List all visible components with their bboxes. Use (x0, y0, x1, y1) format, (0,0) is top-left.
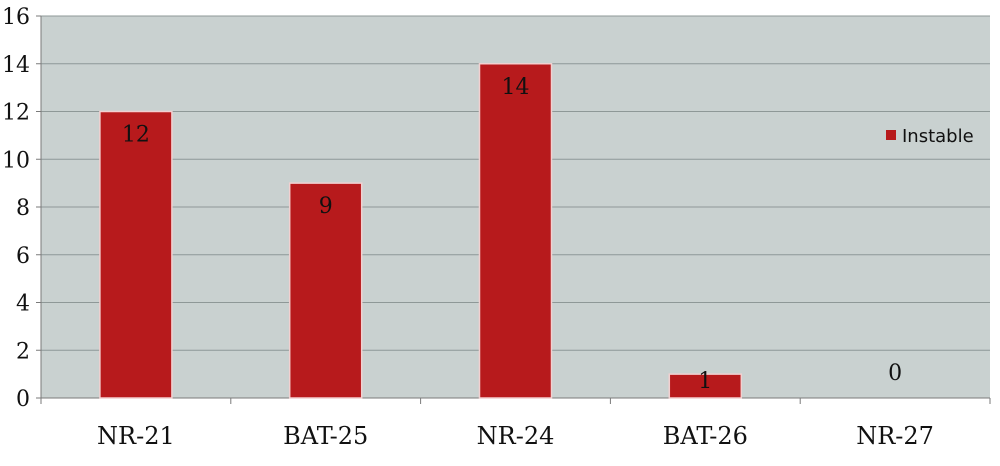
data-label-nr-24: 14 (502, 75, 530, 100)
data-label-bat-26: 1 (698, 369, 712, 394)
data-label-nr-21: 12 (122, 123, 150, 148)
y-tick-labels: 0 2 4 6 8 10 12 14 16 (2, 5, 30, 412)
x-category-label: NR-27 (856, 422, 934, 450)
bars (99, 63, 743, 399)
bar-bat-26 (668, 373, 743, 399)
bar-bat-25 (288, 182, 363, 399)
x-category-label: NR-24 (477, 422, 555, 450)
y-tick-label: 2 (16, 339, 30, 364)
x-category-label: BAT-25 (283, 422, 368, 450)
y-tick-label: 16 (2, 5, 30, 30)
legend: Instable (886, 126, 974, 147)
bar-nr-24 (478, 63, 553, 399)
x-category-label: NR-21 (97, 422, 175, 450)
x-category-label: BAT-26 (663, 422, 748, 450)
y-tick-label: 14 (2, 53, 30, 78)
y-tick-label: 0 (16, 387, 30, 412)
x-category-labels: NR-21 BAT-25 NR-24 BAT-26 NR-27 (97, 422, 934, 450)
data-labels: 12 9 14 1 0 (122, 75, 902, 394)
y-tick-label: 8 (16, 196, 30, 221)
y-tick-label: 10 (2, 148, 30, 173)
legend-swatch-instable (886, 130, 896, 140)
bar-nr-21 (99, 110, 173, 399)
y-tick-label: 12 (2, 101, 30, 126)
y-tick-label: 4 (16, 292, 30, 317)
data-label-nr-27: 0 (888, 361, 902, 386)
data-label-bat-25: 9 (319, 194, 333, 219)
legend-label-instable: Instable (902, 126, 974, 147)
y-tick-label: 6 (16, 244, 30, 269)
